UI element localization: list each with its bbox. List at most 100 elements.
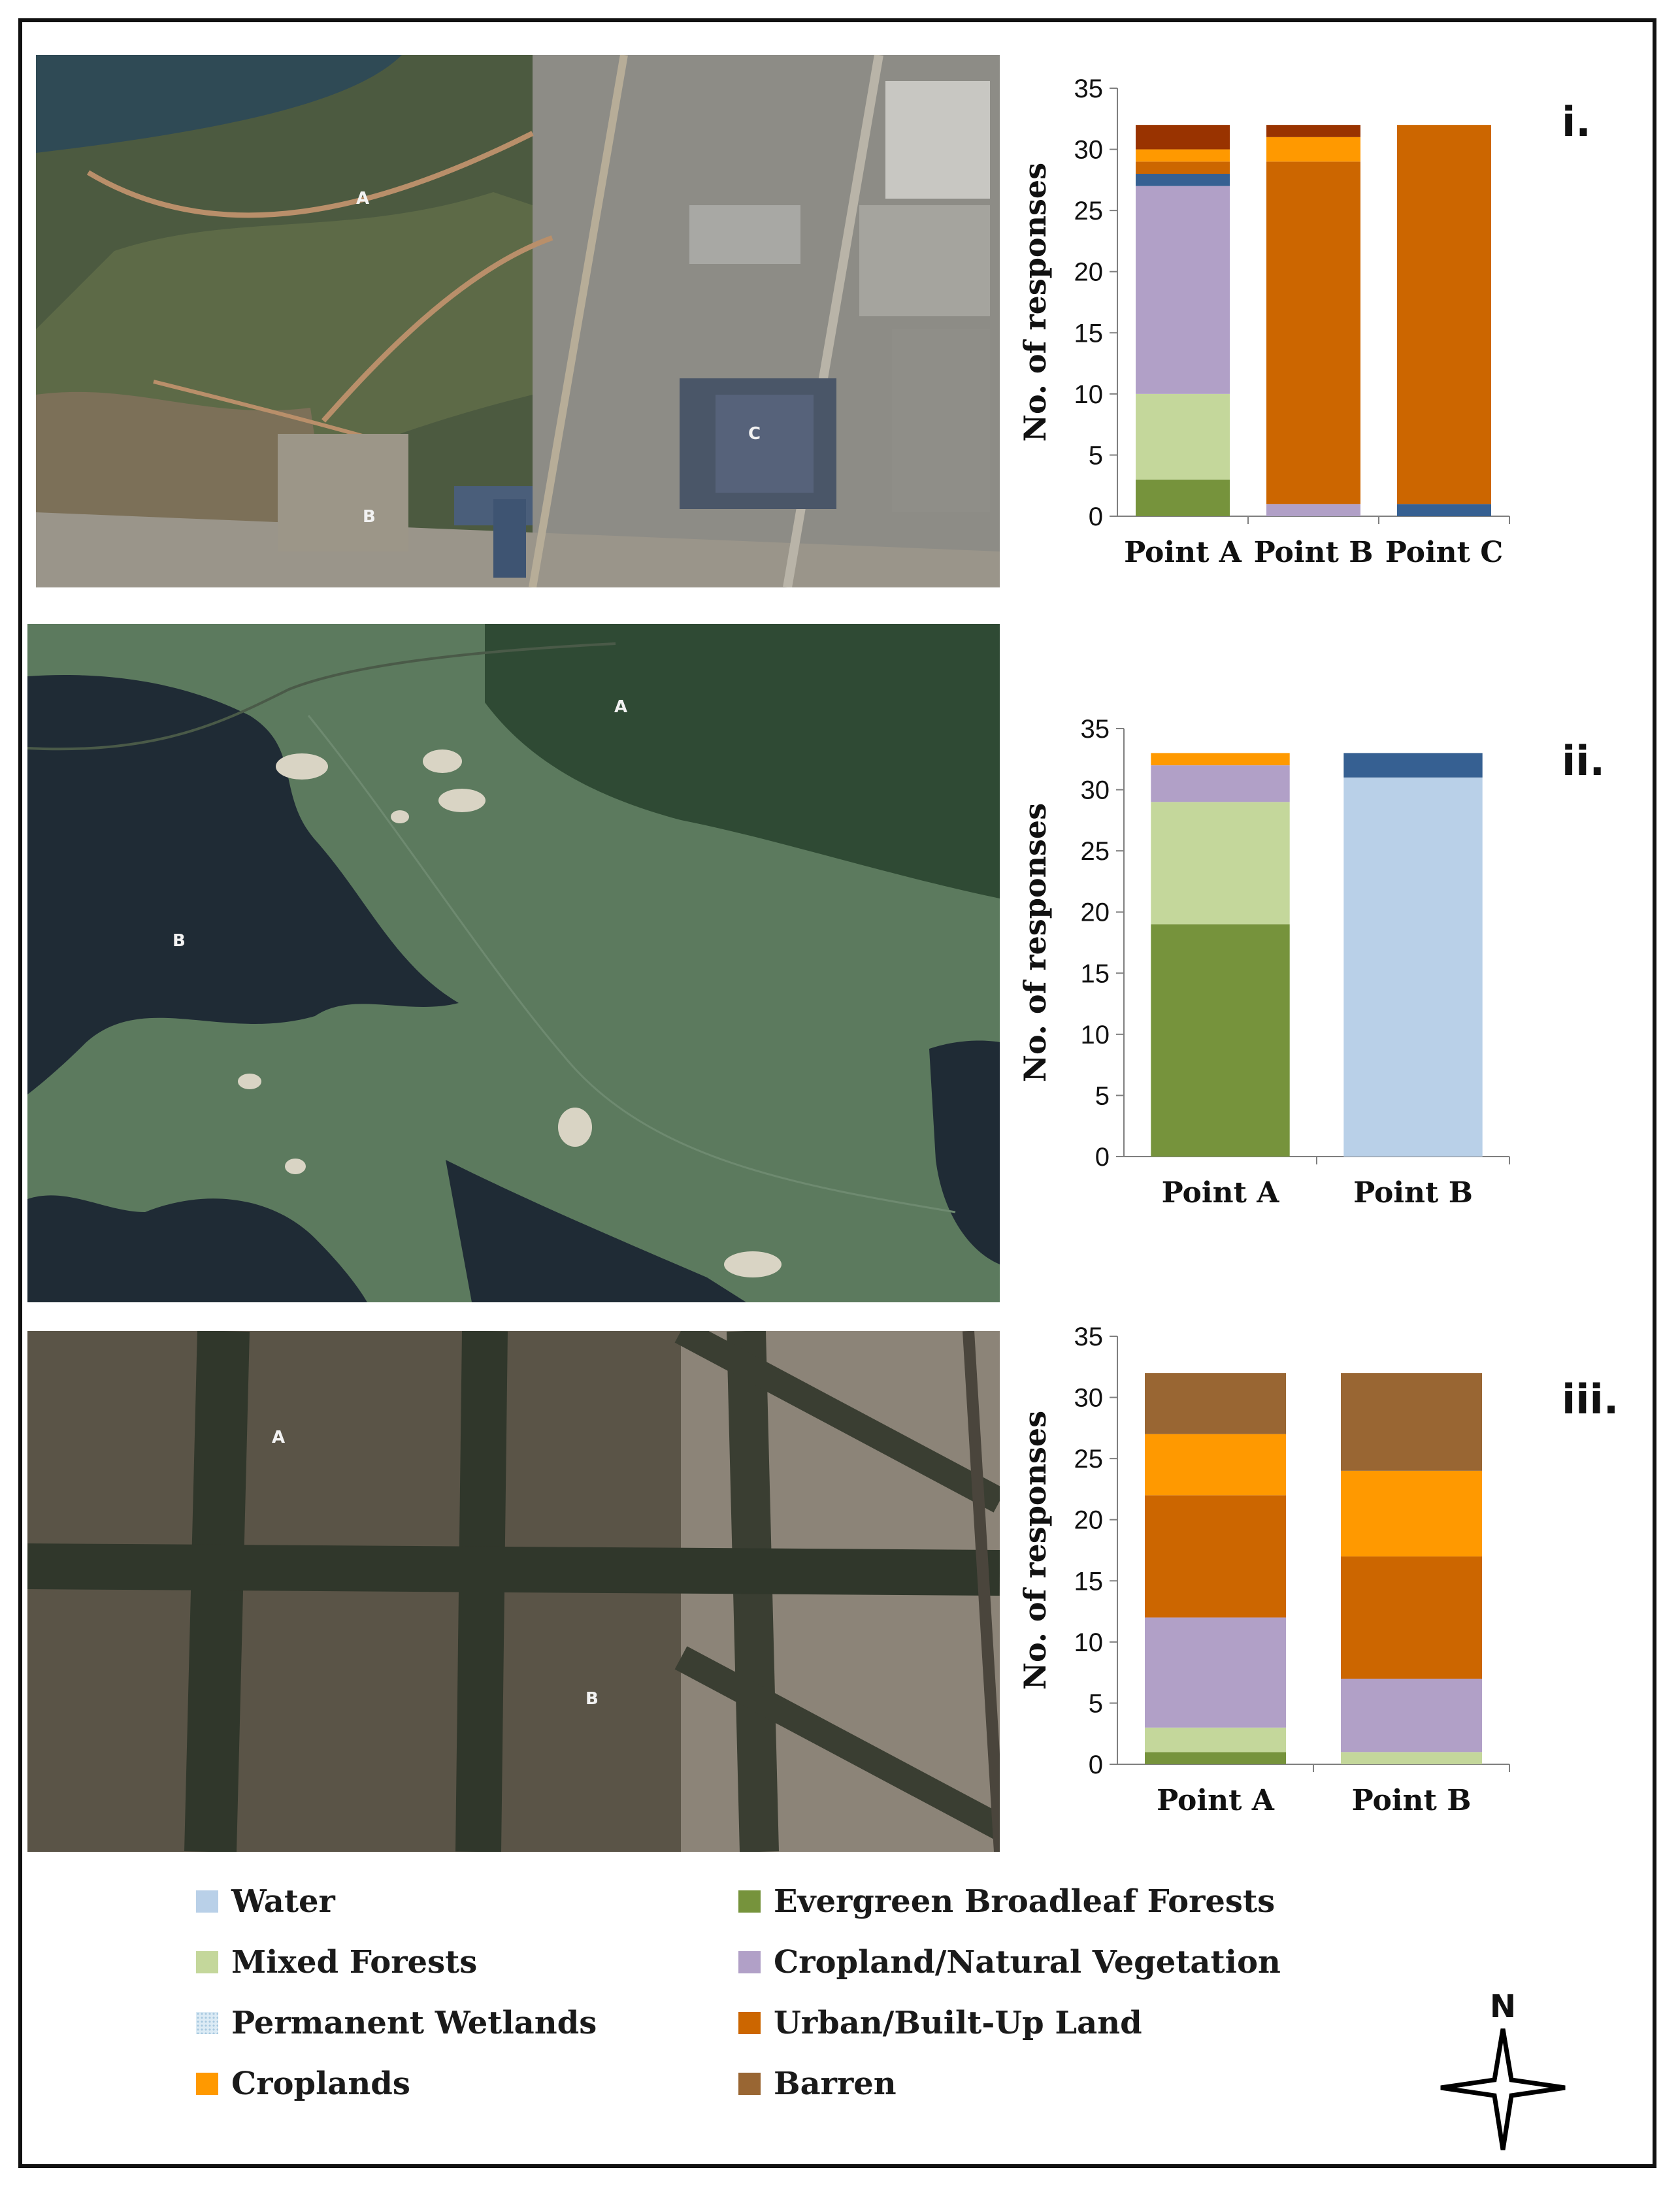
north-arrow: N bbox=[1428, 1988, 1578, 2160]
y-tick-label: 0 bbox=[1089, 502, 1103, 531]
y-tick-label: 15 bbox=[1074, 1567, 1104, 1596]
bar-segment bbox=[1136, 161, 1230, 174]
bar-segment bbox=[1145, 1617, 1286, 1728]
x-tick-label: Point B bbox=[1352, 1784, 1472, 1817]
legend-label: Barren bbox=[774, 2066, 897, 2102]
bar-segment bbox=[1145, 1727, 1286, 1753]
legend-swatch bbox=[196, 2073, 218, 2095]
satellite-image-3: A B bbox=[27, 1331, 1000, 1852]
panel-label-ii: ii. bbox=[1562, 737, 1606, 785]
y-tick-label: 35 bbox=[1081, 715, 1110, 744]
y-tick-label: 35 bbox=[1074, 1323, 1104, 1351]
y-tick-label: 15 bbox=[1074, 319, 1104, 348]
chart-iii: 0 5 10 15 20 25 30 35 No. of responses Point A Poi… bbox=[1017, 1313, 1607, 1836]
bar-segment bbox=[1145, 1373, 1286, 1434]
legend-item-wetlands: Permanent Wetlands bbox=[196, 2003, 597, 2043]
y-tick-label: 5 bbox=[1089, 441, 1103, 470]
satellite-image-2: A B bbox=[27, 624, 1000, 1302]
y-tick-label: 15 bbox=[1081, 959, 1110, 988]
y-tick-label: 0 bbox=[1089, 1751, 1103, 1779]
bar-segment bbox=[1397, 504, 1491, 516]
legend-label: Water bbox=[231, 1883, 335, 1920]
bar-segment bbox=[1341, 1752, 1482, 1764]
bar-segment bbox=[1266, 125, 1360, 137]
photo-1-label-a: A bbox=[356, 189, 370, 208]
y-tick-label: 0 bbox=[1095, 1143, 1110, 1172]
y-tick-label: 20 bbox=[1074, 1506, 1104, 1535]
x-tick-label: Point B bbox=[1353, 1176, 1473, 1210]
y-tick-label: 30 bbox=[1081, 776, 1110, 805]
y-tick-label: 25 bbox=[1081, 837, 1110, 866]
legend-label: Permanent Wetlands bbox=[231, 2005, 597, 2041]
bar-segment bbox=[1151, 753, 1290, 766]
legend-item-cropland-natural: Cropland/Natural Vegetation bbox=[738, 1943, 1281, 1982]
bar-segment bbox=[1397, 125, 1491, 504]
legend-swatch bbox=[196, 1951, 218, 1973]
y-tick-label: 20 bbox=[1074, 258, 1104, 287]
chart-i-svg: 0 5 10 15 20 25 30 35 No. of responses Point A Poi… bbox=[1017, 74, 1510, 569]
bar-segment bbox=[1266, 504, 1360, 516]
bar-segment bbox=[1266, 161, 1360, 504]
compass-north-label: N bbox=[1490, 1990, 1516, 2025]
legend-swatch bbox=[738, 2012, 761, 2034]
photo-3-label-b: B bbox=[585, 1689, 599, 1709]
legend-swatch bbox=[738, 1890, 761, 1913]
bar-segment bbox=[1151, 924, 1290, 1157]
legend-item-barren: Barren bbox=[738, 2064, 897, 2103]
legend-item-evergreen: Evergreen Broadleaf Forests bbox=[738, 1882, 1275, 1921]
legend-label: Evergreen Broadleaf Forests bbox=[774, 1883, 1276, 1920]
legend-swatch bbox=[196, 1890, 218, 1913]
bar-segment bbox=[1145, 1434, 1286, 1496]
y-tick-label: 10 bbox=[1074, 380, 1104, 409]
y-tick-label: 35 bbox=[1074, 74, 1104, 103]
panel-label-iii: iii. bbox=[1562, 1375, 1619, 1423]
legend: Water Evergreen Broadleaf Forests Mixed … bbox=[196, 1882, 1307, 2117]
bar-segment bbox=[1341, 1373, 1482, 1471]
y-axis-label: No. of responses bbox=[1017, 803, 1053, 1082]
legend-swatch bbox=[738, 1951, 761, 1973]
x-tick-label: Point A bbox=[1157, 1784, 1275, 1817]
y-axis-label: No. of responses bbox=[1017, 1411, 1053, 1690]
y-axis-label: No. of responses bbox=[1017, 163, 1053, 442]
bar-segment bbox=[1151, 802, 1290, 925]
satellite-image-3-art bbox=[27, 1331, 1000, 1852]
chart-ii: 0 5 10 15 20 25 30 35 No. of responses Point A Poi… bbox=[1017, 706, 1607, 1228]
legend-item-water: Water bbox=[196, 1882, 335, 1921]
legend-swatch bbox=[196, 2012, 218, 2034]
legend-item-croplands: Croplands bbox=[196, 2064, 410, 2103]
bar-segment bbox=[1136, 479, 1230, 516]
bar-segment bbox=[1343, 777, 1483, 1157]
bar-segment bbox=[1341, 1556, 1482, 1679]
bar-segment bbox=[1341, 1679, 1482, 1753]
chart-ii-svg: 0 5 10 15 20 25 30 35 No. of responses Point A Poi… bbox=[1017, 715, 1510, 1210]
satellite-image-1-art bbox=[36, 55, 1000, 587]
bar-segment bbox=[1145, 1495, 1286, 1618]
bar-segment bbox=[1136, 174, 1230, 186]
chart-iii-svg: 0 5 10 15 20 25 30 35 No. of responses Point A Poi… bbox=[1017, 1323, 1510, 1817]
photo-2-label-a: A bbox=[614, 697, 628, 717]
y-tick-label: 5 bbox=[1095, 1081, 1110, 1110]
compass-rose-icon: N bbox=[1440, 1988, 1566, 2150]
legend-swatch bbox=[738, 2073, 761, 2095]
y-tick-label: 5 bbox=[1089, 1689, 1103, 1718]
bar-segment bbox=[1341, 1470, 1482, 1556]
legend-label: Cropland/Natural Vegetation bbox=[774, 1944, 1281, 1981]
bar-segment bbox=[1343, 753, 1483, 778]
chart-i: 0 5 10 15 20 25 30 35 No. of responses Point A Poi… bbox=[1017, 65, 1607, 588]
bar-segment bbox=[1145, 1752, 1286, 1764]
panel-label-i: i. bbox=[1562, 98, 1591, 146]
legend-item-mixed-forests: Mixed Forests bbox=[196, 1943, 477, 1982]
legend-label: Mixed Forests bbox=[231, 1944, 478, 1981]
x-tick-label: Point C bbox=[1385, 536, 1504, 569]
bar-segment bbox=[1136, 125, 1230, 150]
photo-2-label-b: B bbox=[173, 931, 186, 951]
legend-item-urban: Urban/Built-Up Land bbox=[738, 2003, 1142, 2043]
photo-3-label-a: A bbox=[272, 1428, 286, 1447]
photo-1-label-c: C bbox=[748, 424, 761, 444]
y-tick-label: 25 bbox=[1074, 1445, 1104, 1473]
y-tick-label: 30 bbox=[1074, 136, 1104, 165]
x-tick-label: Point B bbox=[1254, 536, 1374, 569]
legend-label: Croplands bbox=[231, 2066, 410, 2102]
photo-1-label-b: B bbox=[363, 507, 376, 527]
y-tick-label: 30 bbox=[1074, 1384, 1104, 1413]
